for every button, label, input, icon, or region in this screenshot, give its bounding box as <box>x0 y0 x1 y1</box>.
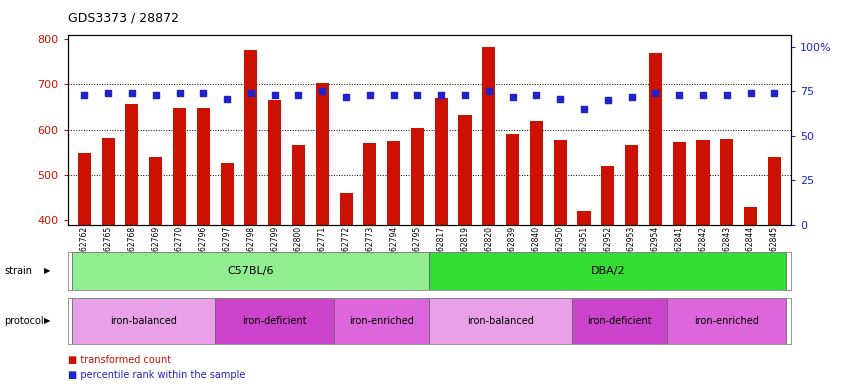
Point <box>482 88 496 94</box>
Point <box>125 90 139 96</box>
Point <box>649 90 662 96</box>
Bar <box>173 108 186 225</box>
Bar <box>673 142 686 225</box>
Bar <box>530 121 543 225</box>
Text: iron-enriched: iron-enriched <box>349 316 415 326</box>
Bar <box>429 298 572 344</box>
Bar <box>244 50 257 225</box>
Point <box>173 90 186 96</box>
Point <box>196 90 210 96</box>
Bar <box>411 128 424 225</box>
Bar <box>625 144 638 225</box>
Text: ▶: ▶ <box>44 266 51 275</box>
Bar <box>268 100 281 225</box>
Point <box>316 88 329 94</box>
Bar <box>334 298 429 344</box>
Point <box>220 96 233 102</box>
Bar <box>221 163 233 225</box>
Bar <box>316 83 329 225</box>
Text: GDS3373 / 28872: GDS3373 / 28872 <box>68 12 179 25</box>
Point <box>625 94 639 100</box>
Point <box>744 90 757 96</box>
Text: ▶: ▶ <box>44 316 51 325</box>
Point <box>506 94 519 100</box>
Point <box>720 92 733 98</box>
Bar <box>602 166 614 225</box>
Bar <box>125 104 139 225</box>
Bar <box>197 108 210 225</box>
Point <box>696 92 710 98</box>
Point <box>363 92 376 98</box>
Point <box>577 106 591 112</box>
Point <box>268 92 282 98</box>
Point <box>339 94 353 100</box>
Bar <box>459 115 471 225</box>
Point <box>149 92 162 98</box>
Text: iron-deficient: iron-deficient <box>242 316 307 326</box>
Bar <box>482 47 496 225</box>
Point <box>292 92 305 98</box>
Point <box>410 92 424 98</box>
Bar <box>292 144 305 225</box>
Text: ■ transformed count: ■ transformed count <box>68 355 171 365</box>
Bar <box>649 53 662 225</box>
Bar <box>506 134 519 225</box>
Bar <box>696 140 710 225</box>
Bar <box>435 98 448 225</box>
Bar <box>149 157 162 225</box>
Point <box>435 92 448 98</box>
Bar <box>744 207 757 225</box>
Bar <box>768 157 781 225</box>
Point <box>459 92 472 98</box>
Bar <box>572 298 667 344</box>
Point <box>387 92 400 98</box>
Point <box>673 92 686 98</box>
Text: DBA/2: DBA/2 <box>591 266 625 276</box>
Bar <box>78 153 91 225</box>
Bar <box>215 298 334 344</box>
Text: ■ percentile rank within the sample: ■ percentile rank within the sample <box>68 370 245 380</box>
Point <box>78 92 91 98</box>
Bar <box>102 138 115 225</box>
Point <box>553 96 567 102</box>
Point <box>530 92 543 98</box>
Text: protocol: protocol <box>4 316 44 326</box>
Bar <box>429 252 786 290</box>
Text: iron-balanced: iron-balanced <box>110 316 178 326</box>
Bar <box>720 139 733 225</box>
Text: iron-enriched: iron-enriched <box>695 316 759 326</box>
Bar <box>339 194 353 225</box>
Point <box>767 90 781 96</box>
Point <box>102 90 115 96</box>
Text: iron-balanced: iron-balanced <box>467 316 534 326</box>
Text: strain: strain <box>4 266 32 276</box>
Bar <box>387 141 400 225</box>
Bar <box>667 298 786 344</box>
Bar <box>73 252 429 290</box>
Text: iron-deficient: iron-deficient <box>587 316 652 326</box>
Point <box>601 97 614 103</box>
Bar <box>73 298 215 344</box>
Bar <box>363 143 376 225</box>
Point <box>244 90 258 96</box>
Text: C57BL/6: C57BL/6 <box>228 266 274 276</box>
Bar <box>553 139 567 225</box>
Bar <box>578 211 591 225</box>
